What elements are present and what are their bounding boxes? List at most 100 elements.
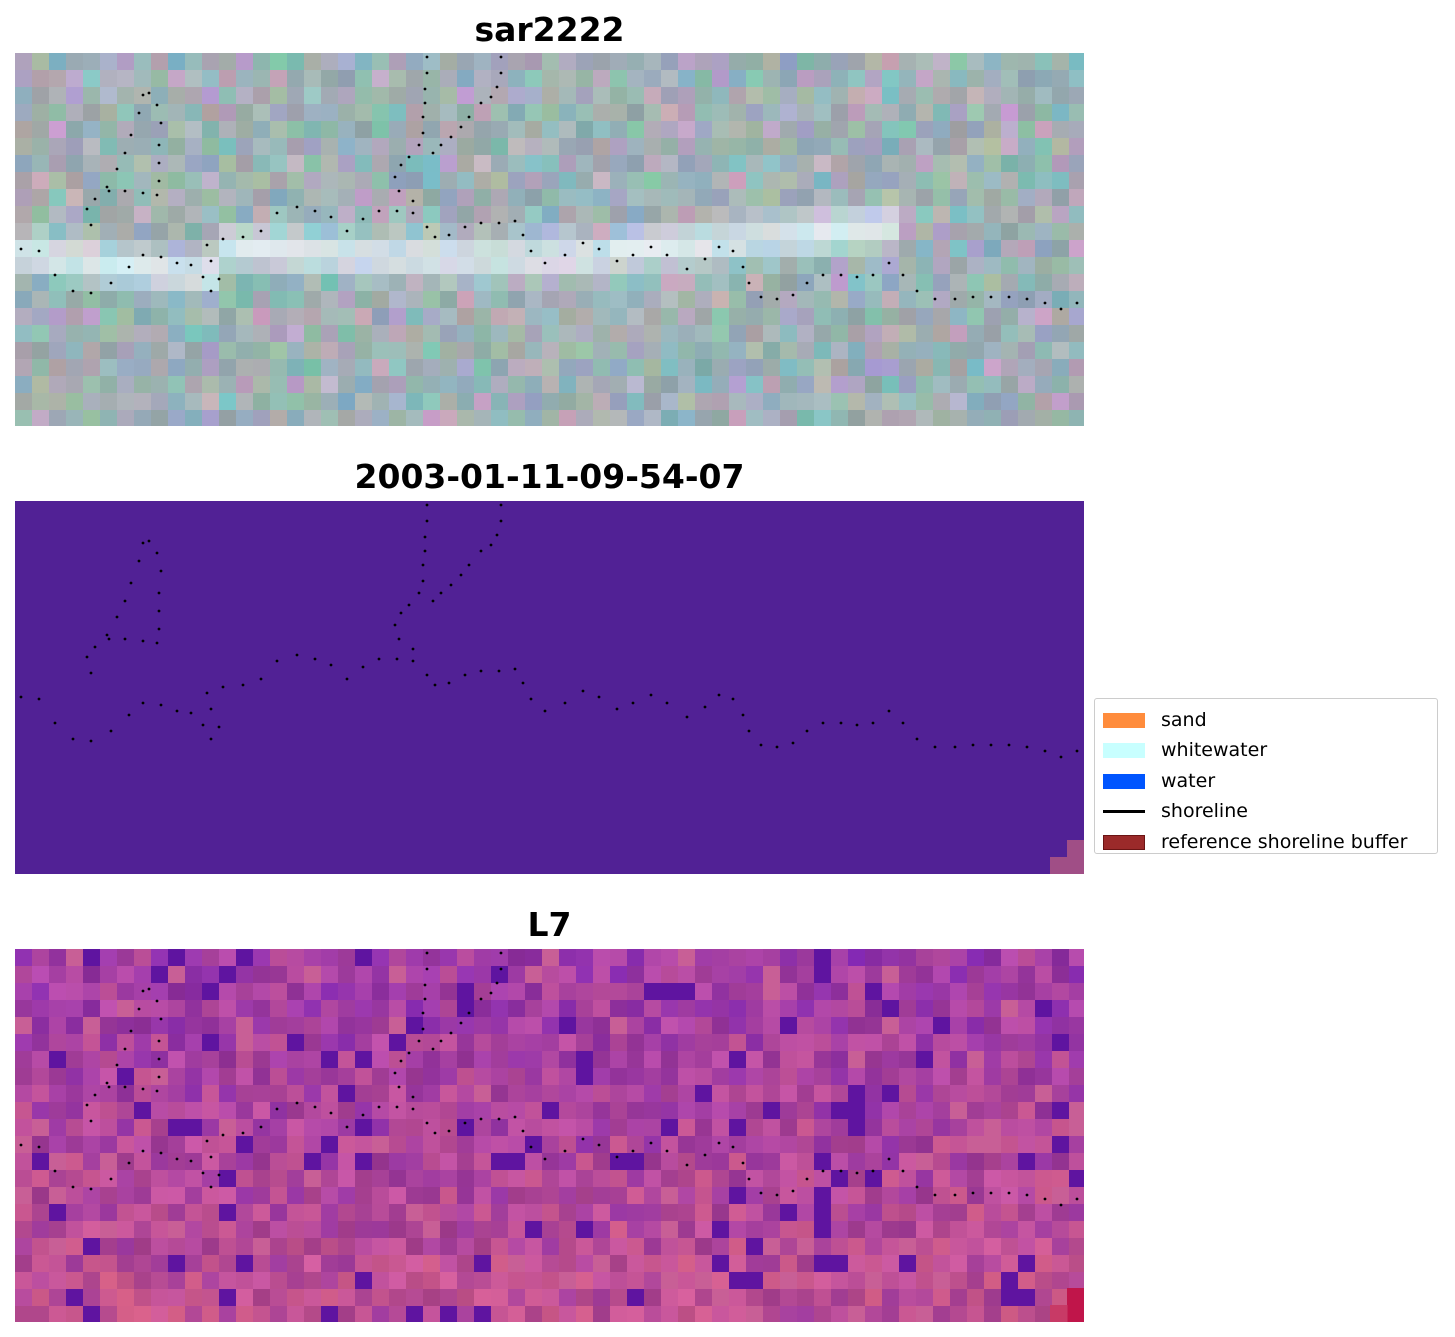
image-pixel	[967, 983, 985, 1001]
image-pixel	[100, 53, 118, 71]
image-pixel	[610, 949, 628, 967]
image-pixel	[355, 966, 373, 984]
shoreline-point	[459, 125, 463, 129]
image-pixel	[746, 1017, 764, 1035]
image-pixel	[117, 983, 135, 1001]
image-pixel	[797, 53, 815, 71]
image-pixel	[389, 1000, 407, 1018]
image-pixel	[440, 1068, 458, 1086]
image-pixel	[916, 240, 934, 258]
shoreline-point	[421, 1011, 425, 1015]
image-pixel	[712, 274, 730, 292]
image-pixel	[984, 949, 1002, 967]
image-pixel	[797, 1272, 815, 1290]
image-pixel	[457, 1085, 475, 1103]
image-pixel	[1069, 240, 1084, 258]
image-pixel	[763, 189, 781, 207]
shoreline-point	[159, 1151, 163, 1155]
image-pixel	[15, 223, 33, 241]
image-pixel	[219, 274, 237, 292]
image-pixel	[916, 1272, 934, 1290]
shoreline-point	[157, 591, 161, 595]
image-pixel	[814, 172, 832, 190]
image-pixel	[389, 410, 407, 426]
image-pixel	[304, 1289, 322, 1307]
shoreline-point	[93, 197, 97, 201]
image-pixel	[457, 1306, 475, 1322]
shoreline-point	[821, 721, 825, 725]
image-pixel	[253, 240, 271, 258]
image-pixel	[831, 1272, 849, 1290]
image-pixel	[831, 223, 849, 241]
image-pixel	[1001, 240, 1019, 258]
image-pixel	[474, 1119, 492, 1137]
image-pixel	[83, 1102, 101, 1120]
image-pixel	[984, 342, 1002, 360]
image-pixel	[678, 121, 696, 139]
image-pixel	[746, 1238, 764, 1256]
image-pixel	[1035, 1187, 1053, 1205]
image-pixel	[32, 1000, 50, 1018]
image-pixel	[644, 1187, 662, 1205]
image-pixel	[491, 376, 509, 394]
image-pixel	[593, 325, 611, 343]
image-pixel	[423, 1136, 441, 1154]
image-pixel	[372, 308, 390, 326]
image-pixel	[882, 393, 900, 411]
image-pixel	[134, 1102, 152, 1120]
image-pixel	[559, 342, 577, 360]
shoreline-point	[221, 237, 225, 241]
image-pixel	[389, 1306, 407, 1322]
image-pixel	[661, 1000, 679, 1018]
image-pixel	[100, 155, 118, 173]
image-pixel	[644, 1000, 662, 1018]
image-pixel	[916, 1085, 934, 1103]
image-pixel	[712, 53, 730, 71]
image-pixel	[406, 1119, 424, 1137]
image-pixel	[695, 138, 713, 156]
image-pixel	[491, 53, 509, 71]
image-pixel	[627, 1051, 645, 1069]
image-pixel	[814, 1255, 832, 1273]
image-pixel	[882, 1170, 900, 1188]
image-pixel	[168, 410, 186, 426]
image-pixel	[797, 1306, 815, 1322]
image-pixel	[525, 983, 543, 1001]
image-pixel	[576, 1085, 594, 1103]
shoreline-point	[459, 573, 463, 577]
image-pixel	[916, 172, 934, 190]
image-pixel	[491, 1238, 509, 1256]
image-pixel	[593, 104, 611, 122]
image-pixel	[372, 393, 390, 411]
image-pixel	[321, 1289, 339, 1307]
shoreline-point	[855, 723, 859, 727]
image-pixel	[32, 189, 50, 207]
image-pixel	[848, 1272, 866, 1290]
image-pixel	[338, 1153, 356, 1171]
image-pixel	[83, 325, 101, 343]
image-pixel	[661, 1187, 679, 1205]
image-pixel	[440, 104, 458, 122]
image-pixel	[525, 223, 543, 241]
image-pixel	[338, 1221, 356, 1239]
image-pixel	[66, 274, 84, 292]
image-pixel	[882, 1187, 900, 1205]
image-pixel	[389, 206, 407, 224]
image-pixel	[712, 87, 730, 105]
shoreline-point	[499, 503, 503, 507]
image-pixel	[1018, 1068, 1036, 1086]
image-pixel	[763, 1119, 781, 1137]
image-pixel	[355, 104, 373, 122]
image-pixel	[219, 983, 237, 1001]
image-pixel	[15, 104, 33, 122]
image-pixel	[882, 189, 900, 207]
image-pixel	[32, 121, 50, 139]
image-pixel	[746, 257, 764, 275]
image-pixel	[474, 1051, 492, 1069]
image-pixel	[865, 393, 883, 411]
image-pixel	[49, 966, 67, 984]
image-pixel	[253, 257, 271, 275]
image-pixel	[1069, 87, 1084, 105]
image-pixel	[916, 393, 934, 411]
shoreline-point	[489, 991, 493, 995]
